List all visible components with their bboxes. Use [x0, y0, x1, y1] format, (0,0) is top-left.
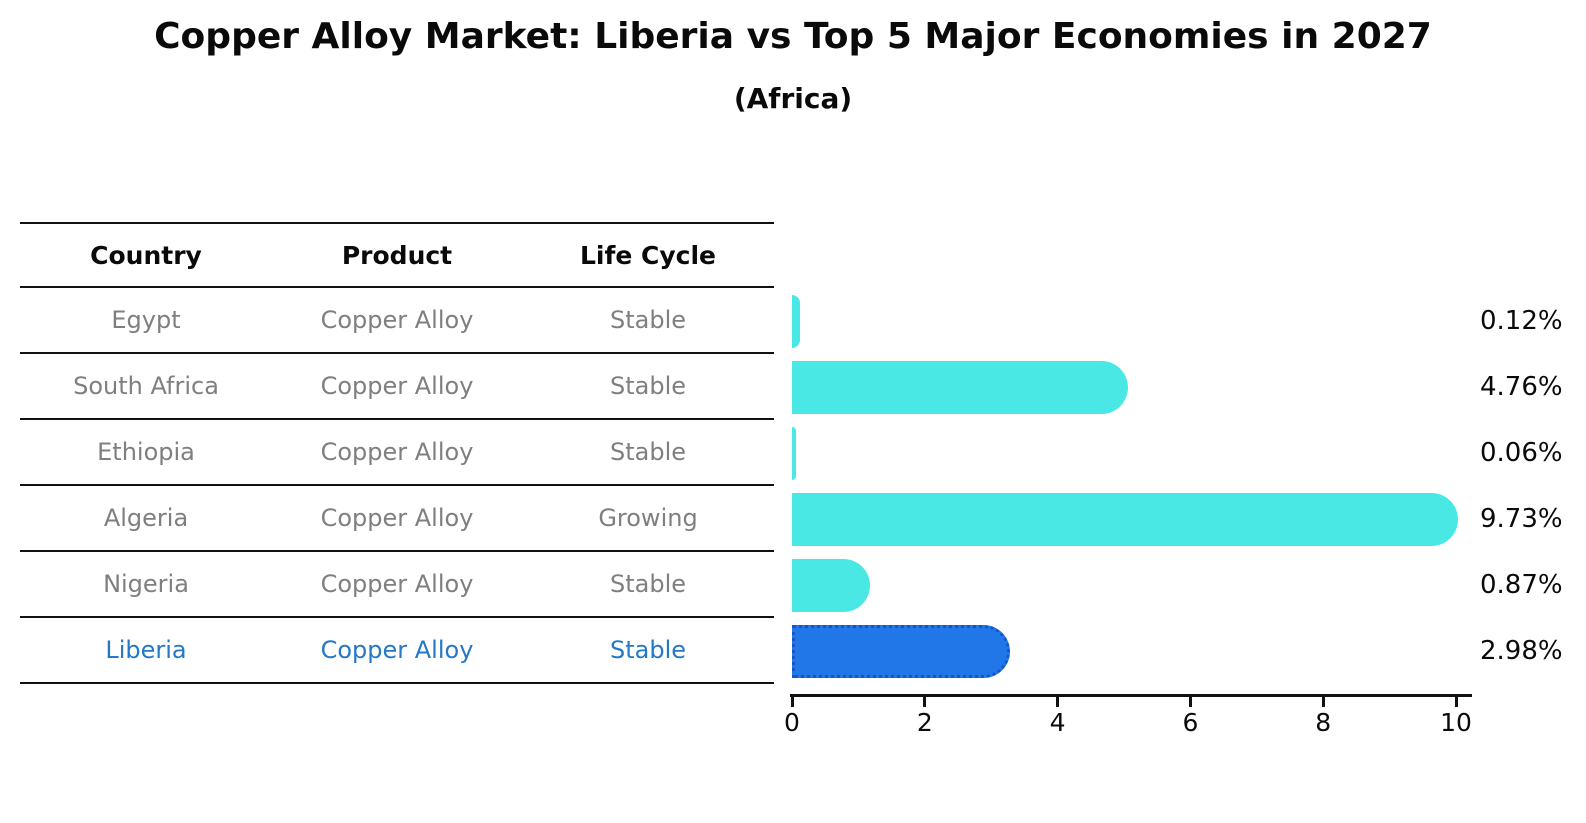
- cell-lifecycle: Stable: [609, 636, 687, 664]
- cell-lifecycle: Stable: [609, 306, 687, 334]
- value-label-egypt: 0.12%: [1480, 306, 1563, 336]
- cell-product: Copper Alloy: [320, 306, 474, 334]
- x-axis-tick: [1188, 697, 1192, 707]
- header-cell-lifecycle: Life Cycle: [579, 240, 717, 270]
- bar-nigeria: [792, 558, 870, 612]
- x-axis-tick: [1321, 697, 1325, 707]
- bar-egypt: [792, 294, 800, 348]
- chart-subtitle: (Africa): [733, 82, 853, 115]
- x-axis-tick-label: 2: [916, 708, 933, 737]
- x-axis-tick: [790, 697, 794, 707]
- table-row-highlighted: Liberia Copper Alloy Stable: [20, 618, 774, 684]
- x-axis-tick: [1056, 697, 1060, 707]
- cell-country: Ethiopia: [97, 438, 195, 466]
- bar-ethiopia: [792, 426, 796, 480]
- cell-country: Algeria: [103, 504, 189, 532]
- cell-country: Egypt: [111, 306, 181, 334]
- x-axis-tick-label: 4: [1049, 708, 1066, 737]
- bar-algeria: [792, 492, 1459, 546]
- x-axis-tick-label: 0: [784, 708, 800, 737]
- bar-south-africa: [792, 360, 1129, 414]
- table-row: Algeria Copper Alloy Growing: [20, 486, 774, 552]
- table-row: Nigeria Copper Alloy Stable: [20, 552, 774, 618]
- cell-lifecycle: Growing: [598, 504, 698, 532]
- table-row: Ethiopia Copper Alloy Stable: [20, 420, 774, 486]
- header-cell-country: Country: [90, 240, 202, 270]
- x-axis-tick-label: 6: [1182, 708, 1199, 737]
- x-axis-tick-label: 8: [1315, 708, 1332, 737]
- x-axis-tick-label: 10: [1440, 708, 1472, 737]
- chart-title: Copper Alloy Market: Liberia vs Top 5 Ma…: [154, 16, 1432, 57]
- cell-product: Copper Alloy: [320, 438, 474, 466]
- table-row: South Africa Copper Alloy Stable: [20, 354, 774, 420]
- value-label-ethiopia: 0.06%: [1480, 438, 1563, 468]
- cell-product: Copper Alloy: [320, 570, 474, 598]
- bar-liberia: [792, 624, 1010, 678]
- x-axis-tick: [923, 697, 927, 707]
- value-label-liberia: 2.98%: [1480, 636, 1563, 666]
- cell-country: South Africa: [73, 372, 219, 400]
- cell-product: Copper Alloy: [320, 504, 474, 532]
- value-label-nigeria: 0.87%: [1480, 570, 1563, 600]
- cell-country: Liberia: [105, 636, 187, 664]
- header-cell-product: Product: [341, 240, 453, 270]
- x-axis-line: [790, 694, 1472, 697]
- cell-product: Copper Alloy: [320, 372, 474, 400]
- cell-lifecycle: Stable: [609, 372, 687, 400]
- value-label-south-africa: 4.76%: [1480, 372, 1563, 402]
- cell-lifecycle: Stable: [609, 438, 687, 466]
- x-axis-tick: [1454, 697, 1458, 707]
- table-row: Egypt Copper Alloy Stable: [20, 288, 774, 354]
- data-table: Country Product Life Cycle Egypt Copper …: [20, 222, 774, 684]
- cell-country: Nigeria: [103, 570, 189, 598]
- value-label-algeria: 9.73%: [1480, 504, 1563, 534]
- cell-lifecycle: Stable: [609, 570, 687, 598]
- table-header-row: Country Product Life Cycle: [20, 222, 774, 288]
- cell-product: Copper Alloy: [320, 636, 474, 664]
